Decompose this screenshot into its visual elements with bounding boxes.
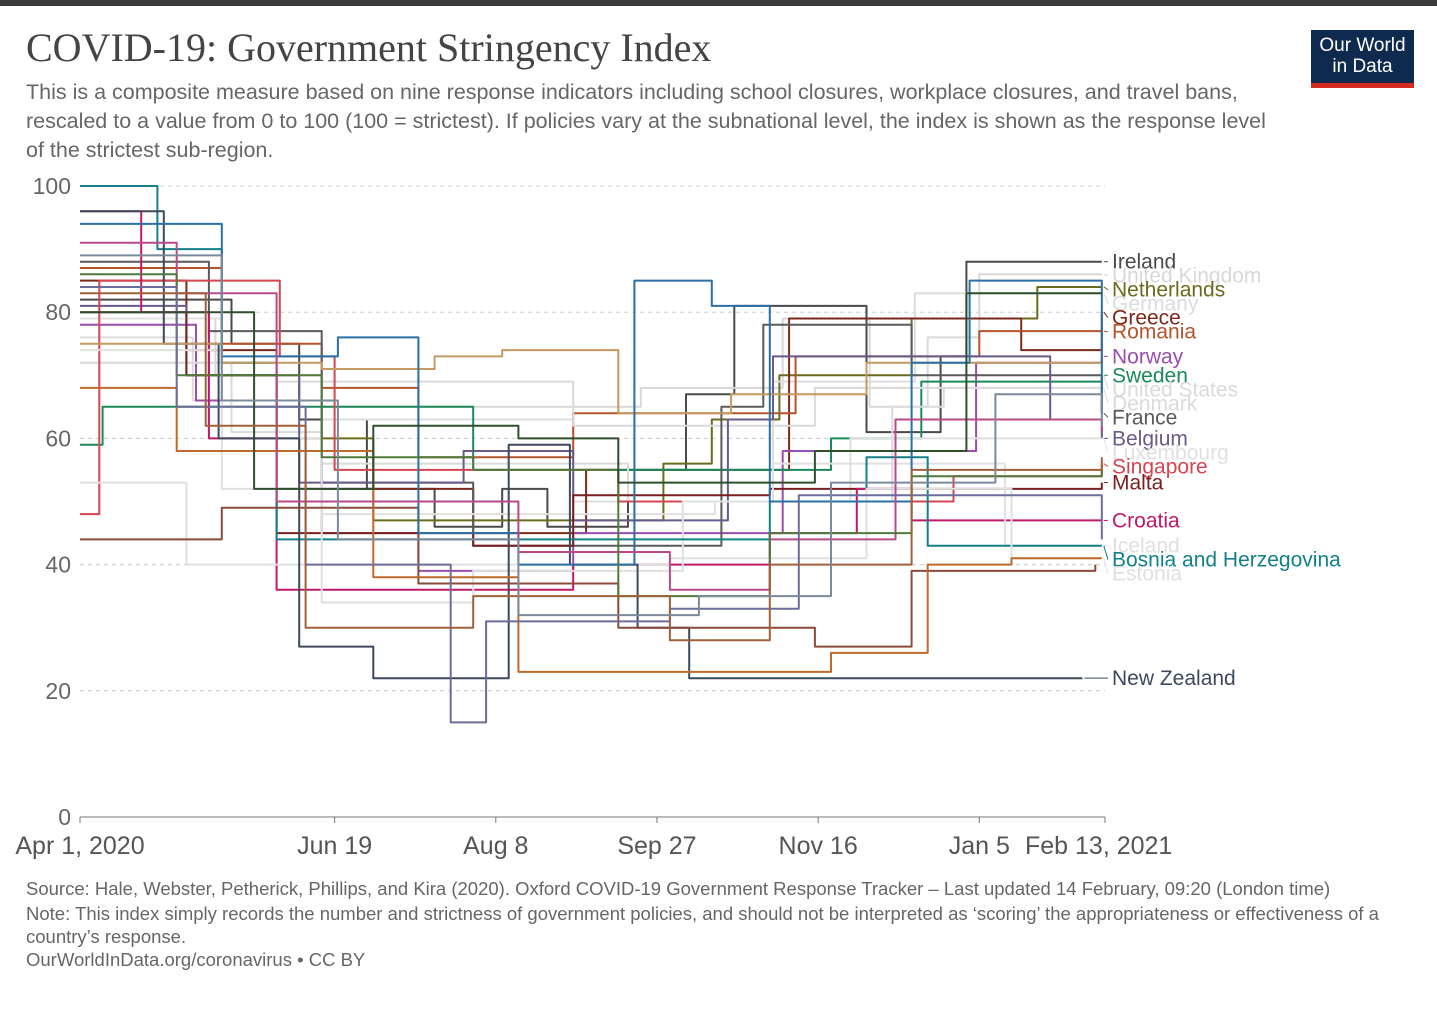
- owid-logo[interactable]: Our World in Data: [1311, 30, 1414, 88]
- x-tick-label: Jan 5: [949, 832, 1010, 860]
- y-tick-label: 60: [45, 425, 71, 451]
- label-connector: [1103, 558, 1109, 574]
- series-line[interactable]: [80, 222, 1103, 566]
- series-label[interactable]: Sweden: [1112, 364, 1188, 387]
- logo-line-1: Our World: [1319, 35, 1406, 56]
- series-label[interactable]: Bosnia and Herzegovina: [1112, 549, 1341, 572]
- series-label[interactable]: Ireland: [1112, 251, 1176, 274]
- series-line[interactable]: [80, 260, 1103, 547]
- y-tick-label: 20: [45, 678, 71, 704]
- series-line[interactable]: [80, 292, 1103, 642]
- x-tick-label: Apr 1, 2020: [15, 832, 144, 860]
- series-label[interactable]: France: [1112, 406, 1177, 429]
- label-connector: [1103, 293, 1109, 304]
- top-border: [0, 0, 1437, 6]
- series-label[interactable]: Denmark: [1112, 392, 1198, 415]
- series-line[interactable]: [80, 260, 1102, 528]
- series-line[interactable]: [80, 506, 1097, 648]
- series-label[interactable]: Iceland: [1112, 535, 1180, 558]
- series-line[interactable]: [80, 286, 1102, 522]
- series-lines: [80, 185, 1103, 724]
- label-connector: [1103, 438, 1109, 453]
- label-connector: [1103, 330, 1109, 333]
- series-label[interactable]: Greece: [1112, 307, 1181, 330]
- label-connector: [1103, 545, 1109, 560]
- series-line[interactable]: [80, 386, 1102, 673]
- series-line[interactable]: [80, 337, 1103, 415]
- series-line[interactable]: [80, 311, 1103, 547]
- series-line[interactable]: [80, 375, 1103, 471]
- label-connector: [1103, 286, 1109, 291]
- label-connector: [1103, 412, 1109, 418]
- series-line[interactable]: [80, 361, 1102, 503]
- series-line[interactable]: [80, 185, 1102, 547]
- series-label[interactable]: Romania: [1112, 321, 1196, 344]
- x-tick-label: Nov 16: [779, 832, 858, 860]
- y-axis-ticks: 0 20 40 60 80 100: [33, 173, 71, 830]
- line-chart[interactable]: 0 20 40 60 80 100 Apr 1, 2020 Jun 19 Aug 8 Sep 2…: [0, 160, 1437, 860]
- label-connector: [1103, 463, 1109, 467]
- series-label[interactable]: Croatia: [1112, 509, 1180, 532]
- x-tick-label: Feb 13, 2021: [1025, 832, 1172, 860]
- x-axis: Apr 1, 2020 Jun 19 Aug 8 Sep 27 Nov 16 Jan 5 F…: [15, 816, 1172, 860]
- series-label[interactable]: New Zealand: [1112, 667, 1236, 690]
- series-label[interactable]: Norway: [1112, 345, 1184, 368]
- footer: Source: Hale, Webster, Petherick, Philli…: [26, 877, 1416, 971]
- series-line[interactable]: [80, 273, 1103, 598]
- x-tick-label: Aug 8: [463, 832, 528, 860]
- label-connector: [1103, 311, 1109, 319]
- series-label[interactable]: Germany: [1112, 293, 1199, 316]
- series-label[interactable]: Malta: [1112, 472, 1164, 495]
- x-tick-label: Sep 27: [617, 832, 696, 860]
- logo-line-2: in Data: [1332, 56, 1393, 77]
- series-line[interactable]: [80, 317, 1102, 516]
- series-label[interactable]: Belgium: [1112, 427, 1188, 450]
- series-line[interactable]: [80, 462, 1102, 604]
- series-line[interactable]: [80, 286, 1103, 724]
- y-tick-label: 100: [33, 173, 71, 199]
- series-label[interactable]: Estonia: [1112, 563, 1182, 586]
- series-label[interactable]: United Kingdom: [1112, 265, 1261, 288]
- label-connector: [1103, 273, 1109, 277]
- series-line[interactable]: [80, 279, 1103, 516]
- series-line[interactable]: [80, 361, 1103, 427]
- source-note: Source: Hale, Webster, Petherick, Philli…: [26, 878, 1331, 899]
- series-line[interactable]: [80, 241, 1103, 591]
- y-tick-label: 80: [45, 299, 71, 325]
- series-label[interactable]: Luxembourg: [1112, 441, 1229, 464]
- disclaimer-note: Note: This index simply records the numb…: [26, 903, 1379, 947]
- series-label[interactable]: Netherlands: [1112, 279, 1225, 302]
- y-tick-label: 0: [58, 804, 71, 830]
- x-tick-label: Jun 19: [297, 832, 372, 860]
- chart-subtitle: This is a composite measure based on nin…: [26, 80, 1266, 162]
- credit-line: OurWorldInData.org/coronavirus • CC BY: [26, 949, 366, 970]
- label-connector: [1103, 375, 1109, 390]
- label-connector: [1103, 387, 1109, 404]
- series-label[interactable]: United States: [1112, 378, 1238, 401]
- y-tick-label: 40: [45, 552, 71, 578]
- series-line[interactable]: [80, 292, 1102, 490]
- series-line[interactable]: [80, 254, 1103, 617]
- chart-title: COVID-19: Government Stringency Index: [26, 25, 712, 70]
- series-label[interactable]: Singapore: [1112, 455, 1208, 478]
